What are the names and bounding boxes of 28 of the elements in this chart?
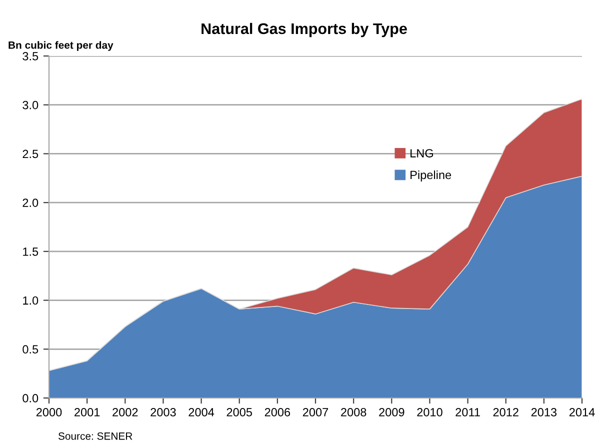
y-tick-label: 0.0 [22,394,38,402]
legend-label: LNG [410,149,433,158]
x-tick-label: 2010 [417,408,442,416]
x-tick-label: 2009 [379,408,404,416]
y-tick-label: 1.5 [23,248,38,256]
x-tick-label: 2003 [150,408,176,416]
x-tick-label: 2007 [302,408,328,416]
legend-label: Pipeline [410,170,452,182]
x-tick-label: 2000 [36,408,62,416]
y-tick-label: 3.0 [22,100,38,110]
x-tick-label: 2011 [456,408,480,416]
x-tick-label: 2004 [188,408,214,416]
y-tick-label: 2.0 [22,198,38,207]
y-tick-label: 0.5 [22,345,38,354]
x-tick-label: 2008 [341,408,366,416]
source-note: Source: SENER [58,432,132,440]
x-tick-label: 2002 [112,408,138,416]
x-tick-label: 2001 [74,408,100,416]
chart-title: Natural Gas Imports by Type [202,22,407,38]
y-tick-label: 2.5 [22,150,38,158]
x-tick-label: 2005 [226,408,252,416]
y-tick-label: 3.5 [22,52,38,60]
y-tick-label: 1.0 [23,296,38,305]
y-axis-title: Bn cubic feet per day [8,41,114,51]
x-tick-label: 2013 [531,408,557,416]
x-tick-label: 2014 [569,408,595,416]
x-tick-label: 2006 [264,408,290,416]
x-tick-label: 2012 [493,408,518,416]
